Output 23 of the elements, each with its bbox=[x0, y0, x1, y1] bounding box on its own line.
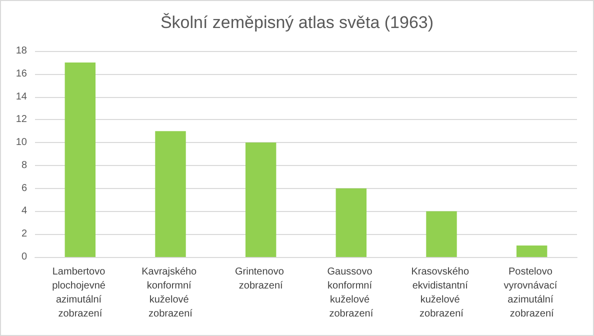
x-tick-label: Krasovského ekvidistantní kuželové zobrazení bbox=[411, 266, 472, 320]
chart-title: Školní zeměpisný atlas světa (1963) bbox=[160, 13, 434, 32]
y-tick-label: 8 bbox=[21, 160, 28, 171]
x-tick-label: Kavrajského konformní kuželové zobrazení bbox=[142, 266, 200, 320]
x-tick-label: Postelovo vyrovnávací azimutální zobrazení bbox=[504, 266, 560, 320]
y-tick-label: 2 bbox=[21, 228, 28, 240]
x-tick-label: Grintenovo zobrazení bbox=[234, 266, 287, 292]
y-tick-label: 18 bbox=[16, 46, 28, 56]
x-tick-label: Gaussovo konformní kuželové zobrazení bbox=[327, 266, 376, 320]
y-tick-label: 4 bbox=[21, 206, 28, 217]
bar bbox=[426, 211, 457, 257]
y-tick-label: 16 bbox=[16, 68, 28, 80]
bar bbox=[155, 131, 186, 257]
bar bbox=[336, 188, 367, 257]
y-tick-label: 0 bbox=[21, 252, 28, 262]
y-tick-label: 12 bbox=[16, 114, 28, 126]
bar bbox=[516, 246, 548, 257]
bar bbox=[245, 142, 276, 257]
y-tick-label: 14 bbox=[16, 91, 28, 102]
x-tick-label: Lambertovo plochojevné azimutální zobrazení bbox=[52, 266, 108, 320]
y-tick-label: 10 bbox=[16, 137, 28, 148]
bar bbox=[64, 62, 96, 257]
y-tick-label: 6 bbox=[21, 182, 28, 194]
